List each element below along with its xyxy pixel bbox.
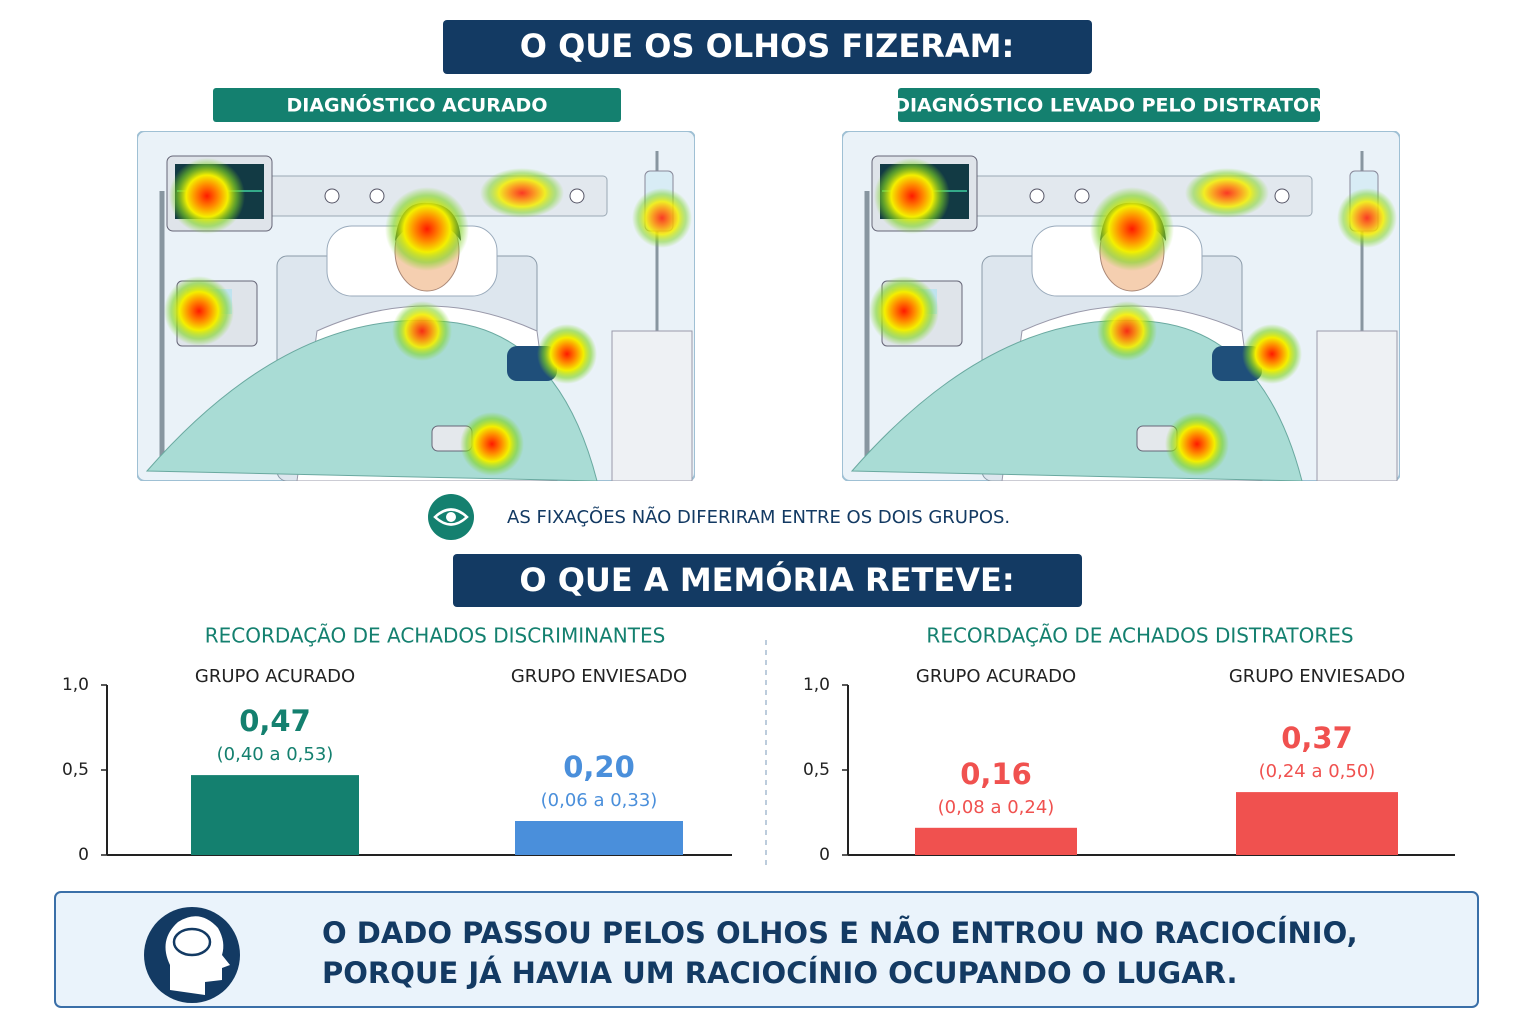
panel-label-box <box>213 88 621 122</box>
interval-label: (0,06 a 0,33) <box>541 790 658 811</box>
y-tick-label: 1,0 <box>803 675 830 695</box>
section-title: O QUE A MEMÓRIA RETEVE: <box>519 560 1014 599</box>
section-box <box>453 554 1082 607</box>
bar <box>915 827 1077 855</box>
footer-line: O DADO PASSOU PELOS OLHOS E NÃO ENTROU N… <box>322 916 1358 950</box>
title: O QUE OS OLHOS FIZERAM: <box>520 27 1015 65</box>
y-tick-label: 0,5 <box>803 760 830 780</box>
footer-line: PORQUE JÁ HAVIA UM RACIOCÍNIO OCUPANDO O… <box>322 956 1238 990</box>
interval-label: (0,08 a 0,24) <box>938 797 1055 818</box>
panel-label: DIAGNÓSTICO ACURADO <box>287 93 548 117</box>
value-label: 0,37 <box>1281 721 1353 755</box>
x-tick-label: GRUPO ACURADO <box>195 666 355 687</box>
eye-icon <box>428 494 474 540</box>
bar <box>1236 792 1398 855</box>
x-tick-label: GRUPO ACURADO <box>916 666 1076 687</box>
brain-icon <box>144 907 240 1003</box>
value-label: 0,16 <box>960 757 1032 791</box>
chart-title: RECORDAÇÃO DE ACHADOS DISCRIMINANTES <box>205 624 666 648</box>
y-tick-label: 1,0 <box>62 675 89 695</box>
bar <box>515 821 683 855</box>
panel-label: DIAGNÓSTICO LEVADO PELO DISTRATOR <box>894 93 1324 117</box>
y-tick-label: 0,5 <box>62 760 89 780</box>
title-box <box>443 20 1092 74</box>
y-tick-label: 0 <box>819 845 830 865</box>
x-tick-label: GRUPO ENVIESADO <box>511 666 687 687</box>
y-tick-label: 0 <box>78 845 89 865</box>
note: AS FIXAÇÕES NÃO DIFERIRAM ENTRE OS DOIS … <box>507 506 1010 528</box>
interval-label: (0,24 a 0,50) <box>1259 761 1376 782</box>
panel-label-box <box>898 88 1320 122</box>
value-label: 0,20 <box>563 750 635 784</box>
chart-title: RECORDAÇÃO DE ACHADOS DISTRATORES <box>926 624 1353 648</box>
interval-label: (0,40 a 0,53) <box>217 744 334 765</box>
x-tick-label: GRUPO ENVIESADO <box>1229 666 1405 687</box>
value-label: 0,47 <box>239 704 311 738</box>
footer-box <box>54 891 1479 1008</box>
bar <box>191 775 359 855</box>
